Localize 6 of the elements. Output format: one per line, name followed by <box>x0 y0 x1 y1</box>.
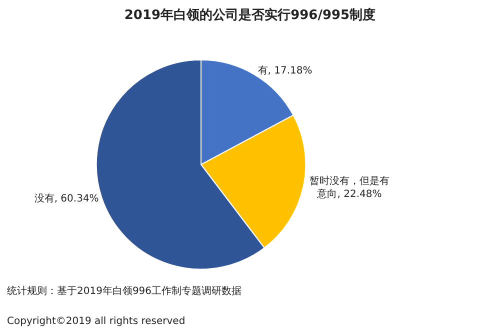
slice-label: 有, 17.18% <box>258 64 312 76</box>
text: Copyright©2019 all rights reserved <box>7 316 186 327</box>
slice-label: 暂时没有，但是有意向, 22.48% <box>309 174 390 200</box>
chart-title: 2019年白领的公司是否实行996/995制度 <box>124 7 376 24</box>
text: 统计规则：基于2019年白领996工作制专题调研数据 <box>7 285 242 297</box>
slice-label: 没有, 60.34% <box>34 192 99 205</box>
